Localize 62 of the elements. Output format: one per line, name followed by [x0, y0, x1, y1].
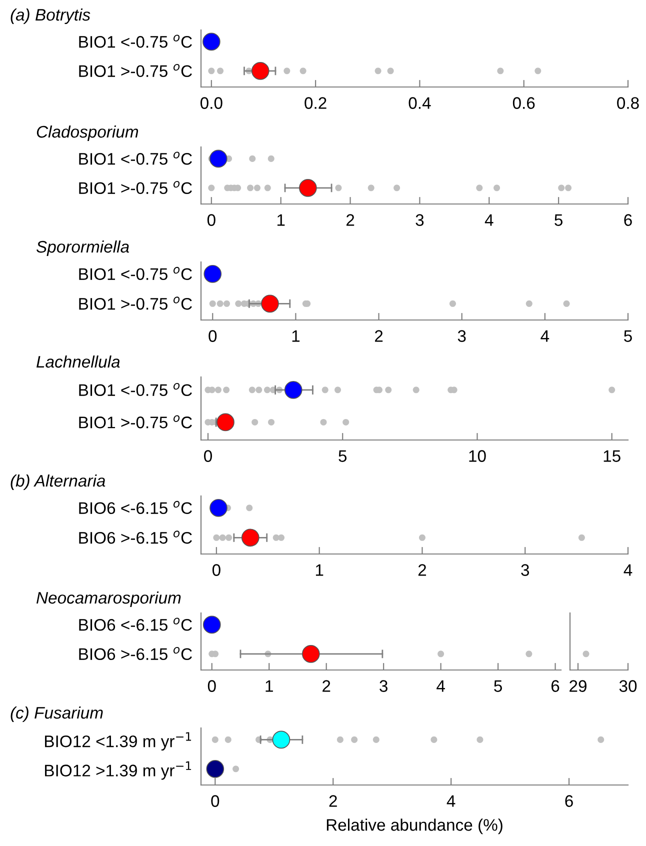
x-tick-label: 0.4 — [408, 97, 431, 109]
x-tick-label: 2 — [374, 330, 383, 342]
x-tick-label: 0.8 — [617, 97, 639, 109]
x-tick-label: 6 — [624, 214, 632, 226]
x-tick-label: 30 — [619, 680, 637, 692]
x-tick-label: 0 — [212, 564, 220, 576]
y-tick-label: BIO6 >-6.15 $^{o}$C — [79, 530, 192, 544]
y-tick-label: BIO1 <-0.75 $^{o}$C — [79, 382, 192, 396]
x-tick-label: 0 — [207, 214, 216, 226]
x-tick-label: 4 — [624, 564, 632, 576]
text: (c) Fusarium — [10, 706, 103, 722]
x-tick-label: 0 — [204, 450, 212, 462]
x-tick-label: 3 — [416, 214, 424, 226]
x-tick-label: 5 — [554, 214, 563, 226]
x-tick-label: 0.2 — [304, 97, 326, 109]
x-tick-label: 2 — [322, 680, 330, 692]
x-tick-label: 0 — [208, 330, 217, 342]
y-tick-label: BIO1 >-0.75 $^{o}$C — [79, 296, 192, 310]
x-axis-title: Relative abundance (%) — [326, 818, 502, 834]
y-tick-label: BIO12 >1.39 m yr$^{−1}$ — [45, 761, 192, 780]
x-tick-label: 4 — [446, 795, 456, 807]
chart-title: Neocamarosporium — [36, 591, 181, 607]
chart-title: Sporormiella — [36, 240, 129, 256]
x-tick-label: 1 — [277, 214, 285, 226]
x-tick-label: 0 — [211, 795, 220, 807]
x-tick-label: 0 — [208, 680, 216, 692]
y-tick-label: BIO1 <-0.75 $^{o}$C — [79, 266, 192, 280]
x-tick-label: 2 — [346, 214, 354, 226]
y-tick-label: BIO1 >-0.75 $^{o}$C — [79, 64, 192, 78]
x-tick-label: 3 — [458, 330, 466, 342]
y-tick-label: BIO1 <-0.75 $^{o}$C — [79, 152, 192, 165]
x-tick-label: 5 — [494, 680, 502, 692]
x-tick-label: 2 — [418, 564, 426, 576]
x-tick-label: 0.0 — [200, 97, 222, 109]
x-tick-label: 0.6 — [512, 97, 535, 109]
x-tick-label: 6 — [565, 795, 573, 807]
y-tick-label: BIO12 <1.39 m yr$^{−1}$ — [45, 732, 192, 751]
x-tick-label: 2 — [329, 795, 337, 807]
text: (a) Botrytis — [10, 8, 90, 24]
x-tick-label: 4 — [540, 330, 550, 342]
x-tick-label: 6 — [551, 680, 560, 692]
y-tick-label: BIO1 >-0.75 $^{o}$C — [79, 415, 192, 428]
x-tick-label: 4 — [484, 214, 494, 226]
x-tick-label: 10 — [469, 450, 486, 462]
chart-title: Cladosporium — [36, 125, 138, 141]
y-tick-label: BIO6 <-6.15 $^{o}$C — [79, 500, 192, 514]
y-tick-label: BIO1 <-0.75 $^{o}$C — [79, 34, 192, 48]
y-tick-label: BIO6 <-6.15 $^{o}$C — [79, 618, 192, 631]
x-tick-label: 29 — [570, 680, 586, 692]
y-tick-label: BIO1 >-0.75 $^{o}$C — [79, 180, 192, 194]
chart-title: Lachnellula — [36, 355, 120, 368]
text: (b) Alternaria — [10, 474, 106, 490]
x-tick-label: 3 — [521, 564, 530, 576]
x-tick-label: 3 — [380, 680, 388, 692]
x-tick-label: 1 — [292, 330, 300, 342]
x-tick-label: 5 — [624, 330, 632, 342]
x-tick-label: 1 — [266, 680, 273, 692]
x-tick-label: 15 — [604, 450, 620, 462]
x-tick-label: 1 — [316, 564, 324, 576]
y-tick-label: BIO6 >-6.15 $^{o}$C — [79, 646, 192, 660]
x-tick-label: 4 — [436, 680, 445, 692]
x-tick-label: 5 — [338, 450, 347, 462]
